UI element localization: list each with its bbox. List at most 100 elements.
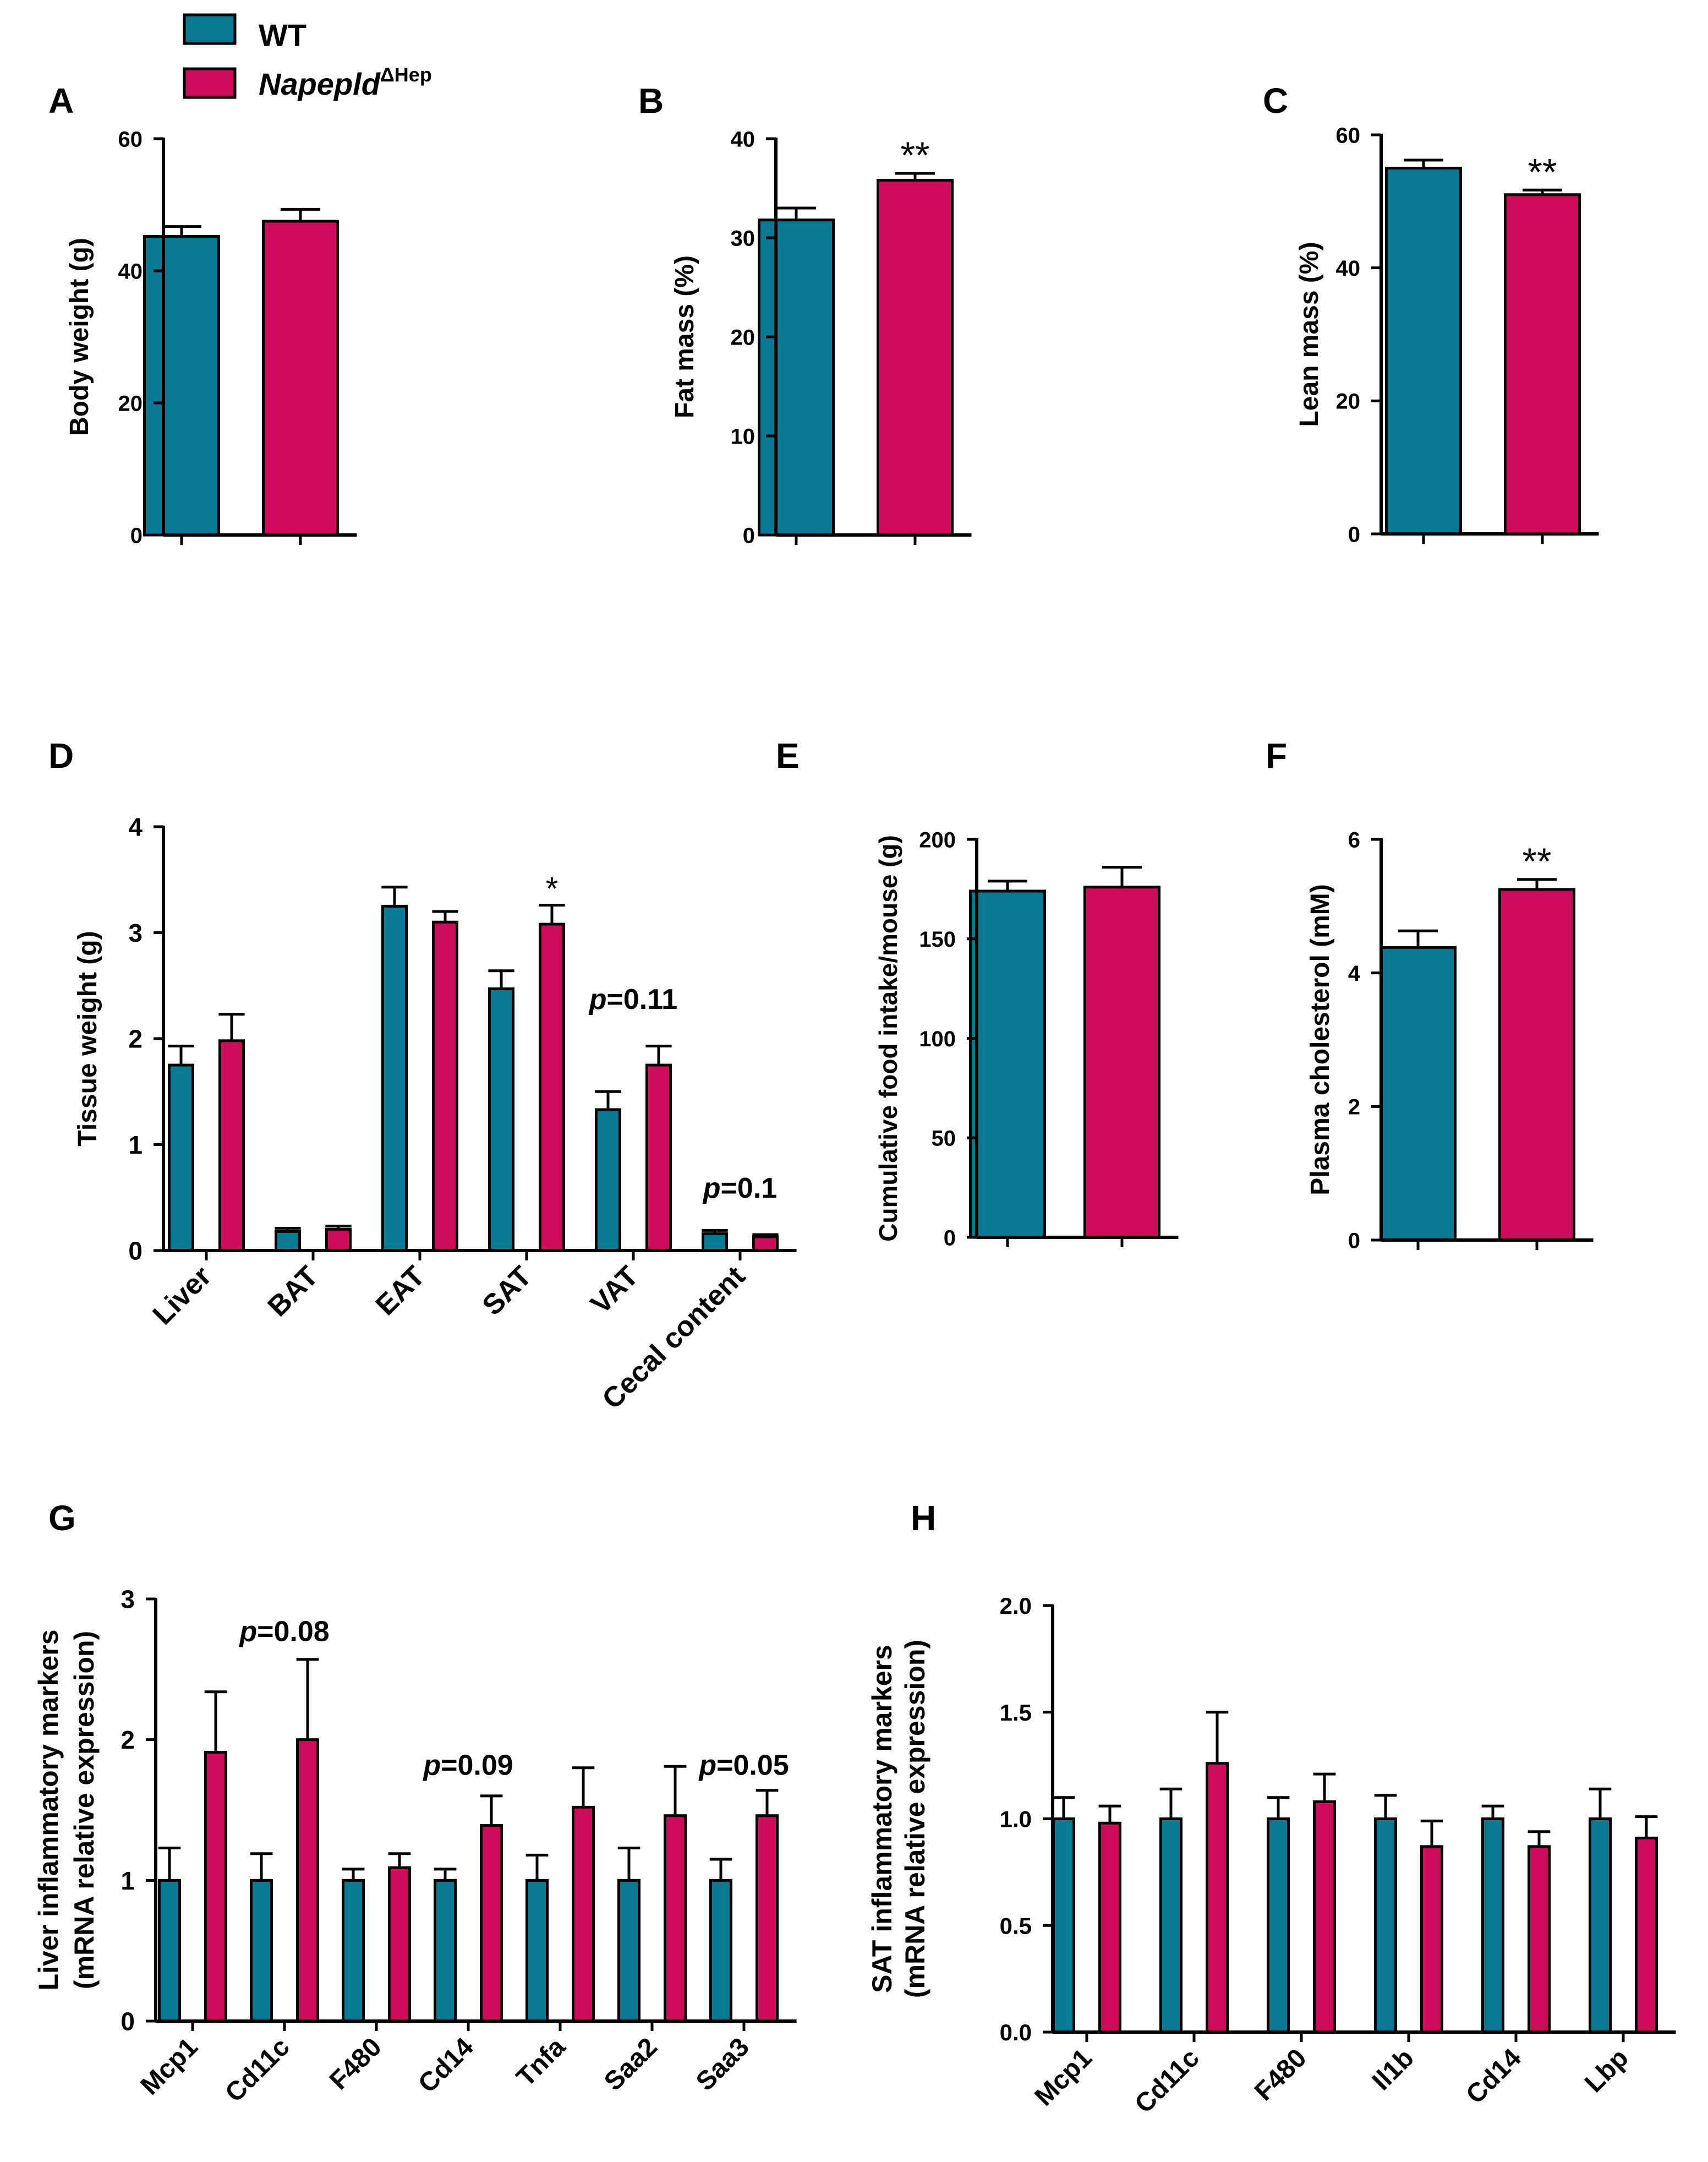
y-axis-title-h-0: SAT inflammatory markers xyxy=(867,1645,897,1993)
legend-label-ko-sup: ΔHep xyxy=(380,63,432,86)
y-tick-label-c-1: 20 xyxy=(1336,390,1361,414)
bar-g-ko-6 xyxy=(756,1814,779,2023)
significance-f-0: ** xyxy=(1523,840,1552,882)
panel-c: C 0 20 40 60 Lean mass (%) ** xyxy=(1263,81,1599,547)
y-tick-label-f-3: 6 xyxy=(1348,828,1360,852)
bar-h-wt-5 xyxy=(1589,1817,1612,2034)
y-tick-label-h-0: 0.0 xyxy=(1000,2019,1032,2045)
panel-letter-f: F xyxy=(1266,736,1287,776)
x-category-label-g-5: Saa2 xyxy=(599,2032,663,2097)
bar-h-ko-4 xyxy=(1528,1845,1551,2034)
x-category-label-g-1: Cd11c xyxy=(220,2032,295,2108)
bar-g-ko-1 xyxy=(296,1738,319,2023)
bar-d-wt-1 xyxy=(275,1230,301,1252)
y-tick-label-b-3: 30 xyxy=(731,226,756,250)
bar-h-wt-3 xyxy=(1374,1817,1397,2034)
y-tick-label-f-2: 4 xyxy=(1348,962,1361,986)
y-tick-label-g-3: 3 xyxy=(121,1585,135,1614)
significance-c-0: ** xyxy=(1528,151,1557,193)
y-tick-label-e-0: 0 xyxy=(944,1226,956,1250)
p-value-g-1: p=0.09 xyxy=(422,1750,513,1782)
y-tick-label-g-0: 0 xyxy=(121,2007,135,2036)
panel-g: G 0 1 2 3 Mcp1 Cd11c F480 Cd14 Tnfa Saa2 Saa3 Liver … xyxy=(33,1498,797,2108)
bar-d-wt-2 xyxy=(381,904,408,1252)
x-category-label-d-1: BAT xyxy=(262,1260,325,1323)
y-axis-title-b: Fat mass (%) xyxy=(670,255,699,418)
bar-d-wt-3 xyxy=(488,987,514,1252)
x-category-label-d-3: SAT xyxy=(477,1260,538,1322)
y-tick-label-b-0: 0 xyxy=(743,523,755,548)
bar-h-ko-2 xyxy=(1313,1800,1336,2034)
bar-h-ko-5 xyxy=(1635,1836,1658,2034)
p-value-number: =0.08 xyxy=(257,1616,330,1648)
bar-d-ko-0 xyxy=(218,1039,245,1252)
panel-h: H 0.0 0.5 1.0 1.5 2.0 Mcp1 Cd11c F480 Il1b Cd14 Lbp… xyxy=(867,1498,1676,2119)
bar-h-wt-2 xyxy=(1267,1817,1290,2034)
bar-a-ko-0 xyxy=(262,220,339,537)
y-tick-label-e-2: 100 xyxy=(919,1027,956,1051)
legend-swatch-wt xyxy=(183,13,237,45)
bar-c-wt-0 xyxy=(1385,166,1462,536)
panel-a: A 0 20 40 60 Body weight (g) xyxy=(48,81,357,548)
y-axis-title-a: Body weight (g) xyxy=(65,238,94,436)
y-tick-label-f-0: 0 xyxy=(1348,1229,1360,1253)
x-category-label-h-0: Mcp1 xyxy=(1030,2043,1098,2111)
y-axis-title-c: Lean mass (%) xyxy=(1295,242,1324,427)
panel-f: F 0 2 4 6 Plasma cholesterol (mM) ** xyxy=(1266,736,1594,1253)
panel-e: E 0 50 100 150 200 Cumulative food intake/mous… xyxy=(776,736,1179,1250)
y-axis-title-g-1: (mRNA relative expression) xyxy=(69,1631,100,1989)
y-tick-label-e-4: 200 xyxy=(919,828,956,852)
x-category-label-g-3: Cd14 xyxy=(413,2032,479,2099)
y-tick-label-d-2: 2 xyxy=(128,1025,143,1053)
bar-g-wt-4 xyxy=(525,1879,549,2023)
y-tick-label-d-4: 4 xyxy=(128,813,143,842)
legend-label-ko-gene: Napepld xyxy=(259,67,381,101)
y-tick-label-d-3: 3 xyxy=(128,919,143,947)
bar-b-ko-0 xyxy=(877,179,954,537)
x-category-label-h-3: Il1b xyxy=(1367,2043,1420,2096)
p-value-d-1: p=0.11 xyxy=(588,984,677,1016)
bar-h-wt-0 xyxy=(1052,1817,1075,2034)
y-axis-title-g-0: Liver inflammatory markers xyxy=(33,1630,64,1991)
y-tick-label-h-4: 2.0 xyxy=(1000,1593,1032,1619)
p-value-symbol: p xyxy=(702,1172,721,1204)
bar-d-ko-2 xyxy=(432,920,458,1252)
y-tick-label-d-1: 1 xyxy=(128,1131,143,1159)
bar-g-ko-0 xyxy=(204,1751,227,2023)
p-value-g-0: p=0.08 xyxy=(238,1616,329,1648)
bar-d-ko-5 xyxy=(752,1235,779,1252)
y-tick-label-a-0: 0 xyxy=(130,523,143,548)
p-value-g-2: p=0.05 xyxy=(698,1750,789,1782)
bar-g-ko-2 xyxy=(388,1866,411,2023)
panel-letter-c: C xyxy=(1263,81,1288,121)
significance-b-0: ** xyxy=(901,134,930,176)
y-axis-title-h-1: (mRNA relative expression) xyxy=(900,1640,930,1998)
bar-h-ko-1 xyxy=(1206,1762,1229,2034)
bar-f-wt-0 xyxy=(1379,946,1457,1242)
significance-d-0: * xyxy=(546,871,559,907)
y-axis-title-e: Cumulative food intake/mouse (g) xyxy=(874,835,902,1242)
panel-letter-e: E xyxy=(776,736,800,776)
bar-d-ko-1 xyxy=(325,1228,352,1252)
p-value-symbol: p xyxy=(422,1750,441,1782)
y-tick-label-c-3: 60 xyxy=(1336,123,1361,148)
x-category-label-g-2: F480 xyxy=(324,2032,387,2095)
y-tick-label-b-4: 40 xyxy=(731,127,756,151)
x-category-label-h-1: Cd11c xyxy=(1129,2043,1205,2119)
bar-e-ko-0 xyxy=(1083,886,1160,1239)
bar-d-ko-4 xyxy=(645,1063,672,1252)
y-tick-label-h-1: 0.5 xyxy=(1000,1913,1032,1939)
bar-h-wt-4 xyxy=(1481,1817,1504,2034)
x-category-label-d-2: EAT xyxy=(370,1260,431,1322)
legend-label-wt: WT xyxy=(259,18,306,52)
bar-g-wt-0 xyxy=(158,1879,181,2023)
panel-letter-g: G xyxy=(48,1498,76,1538)
x-category-label-g-0: Mcp1 xyxy=(135,2032,204,2100)
bar-d-wt-0 xyxy=(168,1063,194,1252)
panel-letter-a: A xyxy=(48,81,74,121)
bar-a-wt-0 xyxy=(143,235,220,537)
x-category-label-d-4: VAT xyxy=(584,1260,644,1320)
y-tick-label-b-1: 10 xyxy=(731,424,756,449)
legend-label-ko: NapepldΔHep xyxy=(259,63,432,101)
bar-b-wt-0 xyxy=(758,219,835,537)
